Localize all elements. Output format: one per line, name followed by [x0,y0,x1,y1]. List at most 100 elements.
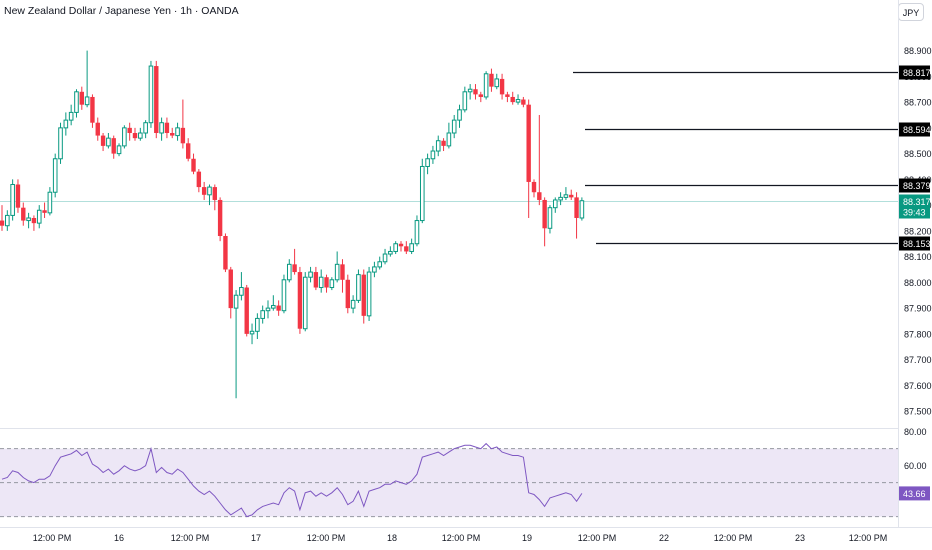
candle-body [148,65,154,124]
candle-body [473,89,478,95]
price-tick-label: 88.700 [904,98,932,108]
level-price-tag [899,236,930,251]
price-tick-label: 88.100 [904,252,932,262]
candle-body [42,210,47,213]
candle-body [515,99,521,103]
candle-body [84,96,90,106]
candle-body [489,73,494,87]
current-price-label: 88.317 [903,197,931,207]
candle-body [143,122,148,134]
candle-body [340,264,345,280]
rsi-value-tag [899,486,930,501]
level-price-tag [899,65,930,80]
candle-body [132,133,138,139]
candle-body [170,133,175,136]
candle-body [510,96,515,103]
candle-body [5,214,10,227]
candle-body [276,305,281,311]
candle-body [31,217,37,224]
candle-body [382,253,388,263]
candle-body [393,243,398,252]
level-price-label: 88.817 [903,68,931,78]
candle-body [127,127,132,134]
candle-body [116,145,122,155]
candle-body [90,96,95,123]
candle-body [36,209,42,224]
candle-body [68,111,74,121]
candle-body [106,137,111,147]
candle-body [164,122,170,134]
candle-body [138,132,143,139]
candle-body [74,91,79,113]
candle-body [244,287,249,334]
candle-body [377,261,383,268]
candle-body [52,158,58,193]
candle-body [26,217,31,222]
candle-body [558,196,563,201]
candle-body [271,305,276,309]
time-tick-label: 12:00 PM [307,533,346,543]
candle-body [361,274,366,316]
candle-body [404,246,409,252]
candle-body [249,330,255,335]
time-tick-label: 12:00 PM [442,533,481,543]
level-price-tag [899,178,930,193]
candle-body [100,135,106,146]
candle-body [521,99,526,105]
rsi-tick-label: 60.00 [904,461,927,471]
candle-body [79,91,84,105]
candle-body [547,207,553,229]
candle-body [318,276,324,289]
candle-body [356,274,361,301]
time-tick-label: 23 [795,533,805,543]
rsi-value-label: 43.66 [903,489,926,499]
candle-body [159,122,164,134]
candle-body [483,73,489,98]
candle-body [350,299,356,309]
candle-body [457,109,462,121]
current-price-tag [899,194,930,219]
candle-body [223,236,228,270]
candle-body [286,263,292,281]
candle-body [186,143,191,159]
candle-body [281,279,287,312]
candle-body [201,187,207,195]
candle-body [21,207,26,221]
time-tick-label: 17 [251,533,261,543]
candle-body [297,272,303,329]
level-price-label: 88.153 [903,239,931,249]
candle-body [191,158,196,172]
level-price-label: 88.379 [903,181,931,191]
price-tick-label: 88.900 [904,46,932,56]
candle-body [302,276,308,330]
candle-body [239,287,244,296]
price-tick-label: 87.500 [904,407,932,417]
candle-body [574,197,579,218]
time-tick-label: 22 [659,533,669,543]
candle-body [552,199,558,209]
candle-body [569,194,574,198]
candle-body [430,150,436,160]
rsi-tick-label: 80.00 [904,427,927,437]
price-tick-label: 87.800 [904,329,932,339]
candle-body [196,171,202,188]
candle-body [111,138,116,154]
chart-title: New Zealand Dollar / Japanese Yen · 1h ·… [4,5,239,17]
candle-body [207,186,212,196]
candle-body [255,317,260,332]
candle-body [265,307,271,312]
candle-body [441,140,446,146]
candle-body [478,94,483,97]
candle-body [217,199,223,237]
candle-body [292,264,297,273]
time-tick-label: 16 [114,533,124,543]
candle-body [233,294,239,309]
candle-body [531,181,537,193]
candle-body [324,277,329,288]
candle-body [334,263,340,281]
candle-body [175,127,180,137]
candle-body [95,122,100,136]
time-tick-label: 12:00 PM [714,533,753,543]
rsi-line [1,442,583,518]
